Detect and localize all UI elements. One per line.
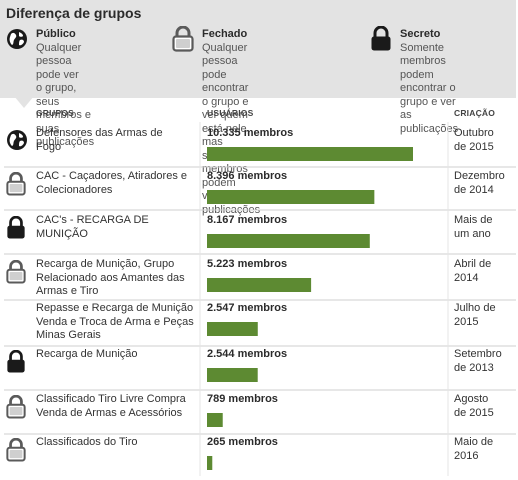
member-count-label: 2.544 membros [207, 348, 288, 360]
creation-date-line: Dezembro [454, 170, 505, 182]
legend-name: Público [36, 28, 76, 40]
bar [207, 322, 258, 336]
chart-title: Diferença de grupos [6, 5, 142, 21]
padlock-closed-icon [370, 25, 392, 52]
group-name-line: Classificado Tiro Livre Compra [36, 393, 186, 405]
group-name-line: CAC's - RECARGA DE MUNIÇÃO [36, 214, 149, 240]
creation-date-line: Mais de [454, 214, 493, 226]
group-name-line: Defensores das Armas de [36, 127, 163, 139]
creation-date-line: Agosto [454, 393, 489, 405]
legend-description: grupo e ver as [400, 95, 456, 122]
padlock-closed-icon [6, 349, 26, 379]
creation-date-line: Abril de [454, 258, 492, 270]
creation-date: Dezembro de 2014 [454, 170, 514, 197]
group-name-line: Armas e Tiro [36, 285, 99, 297]
legend-description: Qualquer pessoa pode ver [36, 41, 82, 81]
group-name-line: Colecionadores [36, 183, 113, 196]
creation-date-line: 2014 [454, 271, 479, 284]
creation-date-line: de 2015 [454, 406, 494, 419]
padlock-open-icon [6, 259, 26, 289]
legend-description: o grupo, seus membros e [36, 82, 92, 121]
legend-description: o grupo e ver quem está nele, [202, 95, 250, 135]
member-count-label: 10.335 membros [207, 127, 294, 139]
group-name-line: Fogo [36, 140, 62, 153]
creation-date-line: Setembro [454, 348, 502, 360]
member-count-label: 265 membros [207, 436, 278, 448]
legend-description: suas publicações [36, 122, 95, 149]
member-count-label: 2.547 membros [207, 302, 288, 314]
legend-description: podem encontrar o [400, 68, 456, 95]
group-name-line: Recarga de Munição [36, 348, 138, 360]
group-name-line: Classificados do Tiro [36, 436, 138, 448]
globe-icon [6, 129, 28, 156]
group-name-line: Relacionado aos Amantes das [36, 271, 185, 284]
creation-date-line: de 2014 [454, 183, 494, 196]
creation-date-line: 2016 [454, 449, 479, 462]
bar [207, 368, 258, 382]
creation-date-line: um ano [454, 227, 491, 240]
group-name-line: Repasse e Recarga de Munição [36, 302, 194, 314]
legend-description: ver as publicações [202, 190, 261, 216]
member-count-label: 8.167 membros [207, 214, 288, 226]
group-name-line: Recarga de Munição, Grupo [36, 258, 175, 270]
group-name: Recarga de Munição [36, 348, 196, 362]
column-header-users: USUÁRIOS [207, 108, 254, 118]
creation-date-line: de 2013 [454, 361, 494, 374]
bar [207, 456, 213, 470]
creation-date: Abril de 2014 [454, 258, 514, 285]
group-name-line: Venda e Troca de Arma e Peças [36, 315, 194, 328]
creation-date: Outubro de 2015 [454, 127, 514, 154]
globe-icon [6, 26, 28, 52]
member-count-label: 789 membros [207, 393, 278, 405]
group-name: Classificados do Tiro [36, 436, 196, 450]
group-name: CAC's - RECARGA DE MUNIÇÃO [36, 214, 196, 241]
group-name-line: CAC - Caçadores, Atiradores e [36, 170, 188, 182]
creation-date-line: Outubro [454, 127, 494, 139]
group-name: Defensores das Armas de Fogo [36, 127, 196, 154]
group-name: Classificado Tiro Livre Compra Venda de A… [36, 393, 196, 420]
creation-date-line: 2015 [454, 315, 479, 328]
creation-date: Maio de 2016 [454, 436, 514, 463]
creation-date-line: de 2015 [454, 140, 494, 153]
bar [207, 234, 370, 248]
legend-description: Qualquer pessoa pode encontrar [202, 41, 249, 95]
column-header-created: CRIAÇÃO [454, 108, 496, 118]
group-name-line: Minas Gerais [36, 329, 101, 341]
legend-description: publicações [400, 122, 459, 135]
group-name-line: Venda de Armas e Acessórios [36, 406, 183, 419]
legend-description: Somente membros [400, 41, 446, 68]
padlock-open-icon [6, 437, 26, 467]
creation-date: Agosto de 2015 [454, 393, 514, 420]
bar [207, 278, 312, 292]
member-count-label: 8.396 membros [207, 170, 288, 182]
padlock-open-icon [172, 25, 194, 52]
creation-date-line: Julho de [454, 302, 496, 314]
creation-date: Julho de 2015 [454, 302, 514, 329]
column-header-groups: GRUPOS [36, 108, 75, 118]
group-name: Recarga de Munição, Grupo Relacionado aos… [36, 258, 196, 299]
group-name: CAC - Caçadores, Atiradores e Colecionado… [36, 170, 196, 197]
legend-panel [0, 0, 516, 98]
creation-date: Mais de um ano [454, 214, 514, 241]
group-name: Repasse e Recarga de Munição Venda e Troc… [36, 302, 196, 343]
padlock-open-icon [6, 394, 26, 424]
legend-pointer [14, 96, 34, 108]
padlock-closed-icon [6, 215, 26, 245]
member-count-label: 5.223 membros [207, 258, 288, 270]
legend-name: Fechado [202, 28, 248, 40]
creation-date-line: Maio de [454, 436, 494, 448]
bar [207, 413, 223, 427]
legend-name: Secreto [400, 28, 441, 40]
padlock-open-icon [6, 171, 26, 201]
creation-date: Setembro de 2013 [454, 348, 514, 375]
